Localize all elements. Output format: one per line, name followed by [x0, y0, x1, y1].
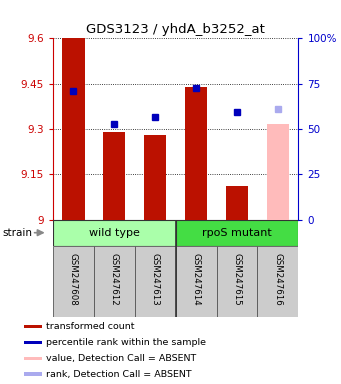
Bar [62, 38, 85, 220]
FancyBboxPatch shape [94, 246, 135, 317]
FancyBboxPatch shape [135, 246, 176, 317]
Text: percentile rank within the sample: percentile rank within the sample [46, 338, 206, 347]
FancyBboxPatch shape [257, 246, 298, 317]
Text: rank, Detection Call = ABSENT: rank, Detection Call = ABSENT [46, 370, 192, 379]
Bar [103, 132, 125, 220]
Text: wild type: wild type [89, 228, 140, 238]
Bar [24, 357, 42, 360]
Title: GDS3123 / yhdA_b3252_at: GDS3123 / yhdA_b3252_at [86, 23, 265, 36]
Text: transformed count: transformed count [46, 322, 134, 331]
FancyBboxPatch shape [53, 220, 176, 246]
Bar [24, 325, 42, 328]
Text: GSM247613: GSM247613 [151, 253, 160, 306]
Text: GSM247615: GSM247615 [233, 253, 241, 306]
Text: value, Detection Call = ABSENT: value, Detection Call = ABSENT [46, 354, 196, 363]
Bar [24, 341, 42, 344]
FancyBboxPatch shape [53, 246, 94, 317]
Text: GSM247612: GSM247612 [110, 253, 119, 306]
Bar [226, 186, 248, 220]
Text: strain: strain [2, 228, 32, 238]
FancyBboxPatch shape [176, 246, 217, 317]
Bar [144, 135, 166, 220]
Bar [185, 87, 207, 220]
Bar [24, 372, 42, 376]
Text: GSM247614: GSM247614 [192, 253, 201, 306]
FancyBboxPatch shape [217, 246, 257, 317]
Bar [267, 124, 289, 220]
Text: rpoS mutant: rpoS mutant [202, 228, 272, 238]
Text: GSM247608: GSM247608 [69, 253, 78, 306]
FancyBboxPatch shape [176, 220, 298, 246]
Text: GSM247616: GSM247616 [273, 253, 282, 306]
